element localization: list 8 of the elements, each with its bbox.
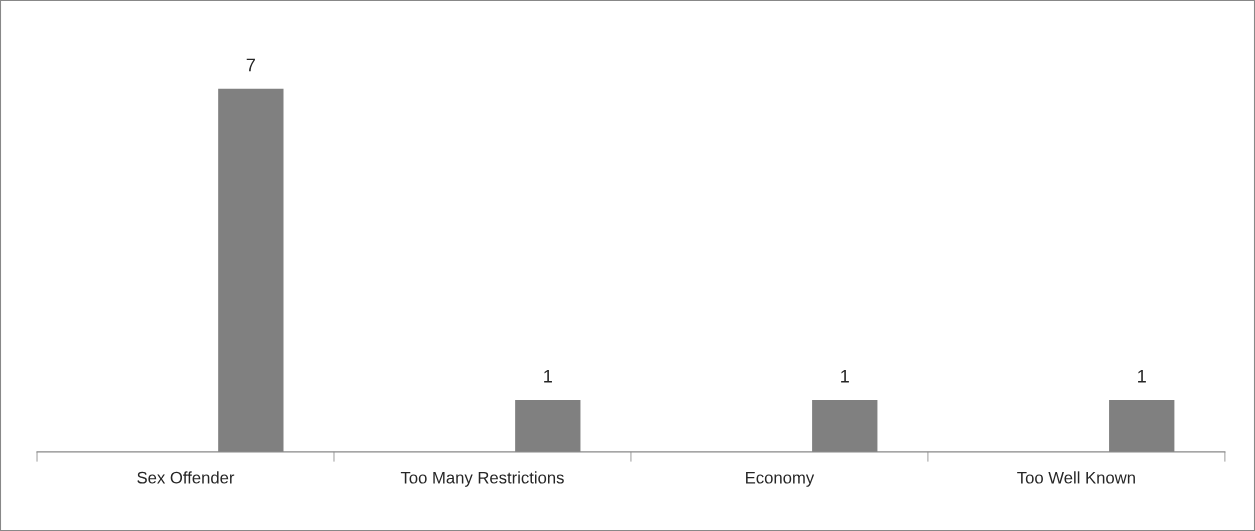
x-tick-label: Economy (746, 471, 815, 487)
x-tick-label: Too Many Restrictions (400, 471, 564, 487)
data-label: 1 (544, 369, 552, 383)
data-label: 7 (246, 58, 255, 72)
x-tick-label: Sex Offender (137, 471, 235, 484)
data-label: 1 (1138, 369, 1146, 383)
data-label: 1 (841, 369, 849, 383)
x-tick-label: Too Well Known (1017, 471, 1135, 484)
